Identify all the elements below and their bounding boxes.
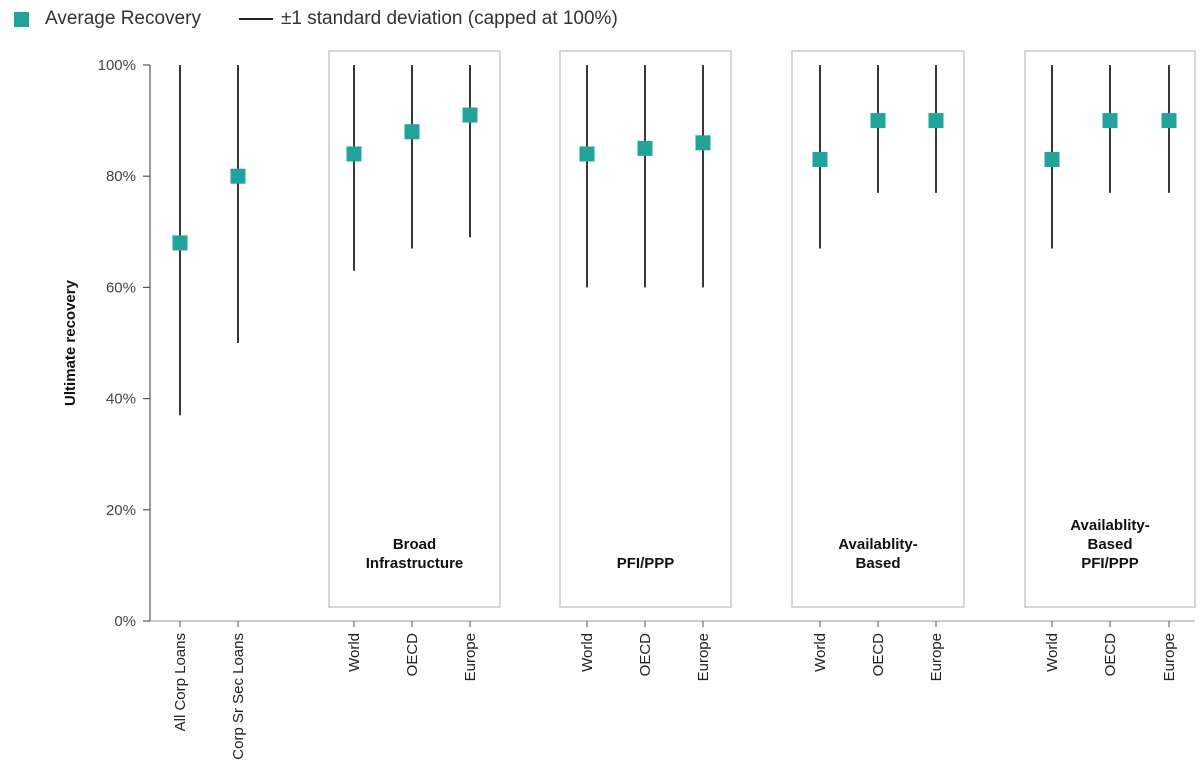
average-recovery-marker bbox=[172, 235, 188, 251]
y-tick-label: 80% bbox=[106, 168, 136, 185]
x-category-label: All Corp Loans bbox=[172, 633, 189, 731]
x-category-label: World bbox=[1044, 633, 1061, 672]
group-label: PFI/PPP bbox=[1081, 555, 1139, 572]
average-recovery-marker bbox=[928, 113, 944, 129]
y-tick-label: 60% bbox=[106, 279, 136, 296]
legend: Average Recovery ±1 standard deviation (… bbox=[14, 4, 618, 34]
x-category-label: OECD bbox=[404, 633, 421, 677]
average-recovery-marker bbox=[404, 124, 420, 140]
average-recovery-marker bbox=[346, 146, 362, 162]
legend-std-deviation: ±1 standard deviation (capped at 100%) bbox=[280, 8, 618, 29]
y-tick-label: 20% bbox=[106, 502, 136, 519]
x-category-label: OECD bbox=[637, 633, 654, 677]
group-box bbox=[1024, 50, 1196, 608]
average-recovery-marker bbox=[812, 152, 828, 168]
x-category-label: Europe bbox=[695, 633, 712, 681]
x-category-label: World bbox=[812, 633, 829, 672]
group-label: Broad bbox=[393, 536, 436, 553]
group-box bbox=[328, 50, 501, 608]
average-recovery-marker bbox=[462, 107, 478, 123]
group-label: Based bbox=[855, 555, 900, 572]
average-recovery-marker bbox=[230, 168, 246, 184]
average-recovery-marker bbox=[1102, 113, 1118, 129]
average-recovery-marker bbox=[870, 113, 886, 129]
y-tick-label: 0% bbox=[114, 613, 136, 630]
x-category-label: World bbox=[579, 633, 596, 672]
x-category-label: World bbox=[346, 633, 363, 672]
average-recovery-marker bbox=[637, 140, 653, 156]
x-category-label: Europe bbox=[928, 633, 945, 681]
y-axis-title: Ultimate recovery bbox=[62, 279, 79, 406]
x-category-label: Europe bbox=[462, 633, 479, 681]
y-tick-label: 40% bbox=[106, 391, 136, 408]
x-category-label: OECD bbox=[870, 633, 887, 677]
x-category-label: OECD bbox=[1102, 633, 1119, 677]
group-label: Availablity- bbox=[1070, 517, 1149, 534]
errorbar-legend-line bbox=[238, 18, 273, 20]
group-label: Based bbox=[1087, 536, 1132, 553]
group-label: PFI/PPP bbox=[617, 555, 675, 572]
average-recovery-marker bbox=[1161, 113, 1177, 129]
group-box bbox=[791, 50, 965, 608]
group-label: Availablity- bbox=[838, 536, 917, 553]
average-recovery-marker bbox=[1044, 152, 1060, 168]
group-box bbox=[559, 50, 732, 608]
x-category-label: Corp Sr Sec Loans bbox=[230, 633, 247, 760]
legend-average-recovery: Average Recovery bbox=[45, 8, 201, 29]
y-tick-label: 100% bbox=[98, 57, 136, 74]
average-recovery-marker bbox=[695, 135, 711, 151]
average-recovery-marker bbox=[579, 146, 595, 162]
x-category-label: Europe bbox=[1161, 633, 1178, 681]
group-label: Infrastructure bbox=[366, 555, 464, 572]
average-recovery-swatch bbox=[14, 11, 29, 27]
